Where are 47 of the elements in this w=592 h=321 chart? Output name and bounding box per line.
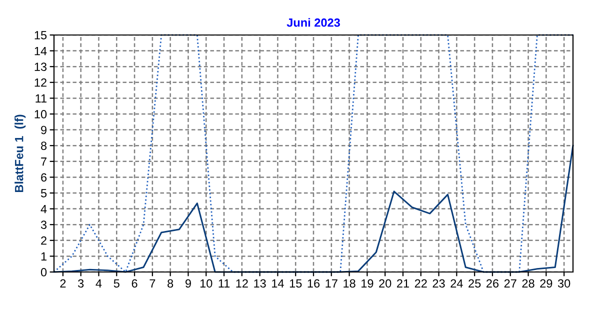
- y-tick-label: 3: [40, 220, 47, 229]
- y-tick-label: 15: [34, 31, 47, 40]
- y-tick-label: 2: [41, 236, 46, 245]
- x-tick-label: 14: [272, 279, 284, 288]
- x-tick-label: 24: [450, 279, 463, 288]
- y-tick-label: 11: [36, 94, 46, 102]
- x-tick-label: 5: [114, 279, 120, 288]
- y-tick-label: 14: [34, 46, 47, 56]
- x-tick-label: 8: [168, 279, 174, 288]
- y-tick-label: 9: [41, 126, 46, 134]
- y-tick-label: 7: [41, 158, 46, 166]
- x-tick-label: 19: [362, 279, 374, 288]
- x-tick-label: 6: [132, 279, 138, 288]
- x-tick-label: 25: [468, 279, 481, 288]
- x-tick-label: 20: [379, 279, 392, 288]
- x-tick-label: 3: [78, 279, 84, 288]
- x-tick-label: 10: [200, 279, 212, 288]
- x-tick-label: 17: [326, 279, 338, 288]
- chart-title: Juni 2023: [286, 18, 340, 27]
- x-tick-label: 22: [414, 279, 427, 288]
- y-tick-label: 8: [41, 142, 47, 150]
- y-tick-label: 1: [41, 252, 46, 260]
- y-tick-label: 10: [34, 110, 47, 118]
- y-tick-label: 12: [34, 78, 46, 87]
- y-tick-label: 5: [40, 189, 47, 198]
- x-tick-label: 16: [308, 279, 320, 288]
- x-tick-label: 26: [486, 279, 499, 288]
- x-tick-label: 18: [344, 279, 356, 288]
- x-tick-label: 2: [60, 279, 66, 288]
- y-tick-label: 13: [34, 62, 47, 71]
- x-tick-label: 29: [540, 279, 552, 288]
- x-tick-label: 11: [218, 279, 230, 288]
- x-tick-label: 7: [150, 279, 156, 288]
- x-tick-label: 28: [522, 279, 534, 288]
- y-axis-title: BlattFeu 1 (lf): [14, 114, 26, 192]
- x-tick-label: 12: [236, 279, 248, 288]
- x-tick-label: 9: [185, 279, 191, 288]
- x-tick-label: 30: [558, 279, 570, 288]
- y-tick-label: 0: [40, 268, 47, 276]
- x-tick-label: 13: [254, 279, 266, 288]
- x-tick-label: 27: [504, 279, 516, 288]
- y-tick-label: 4: [40, 204, 47, 214]
- y-tick-label: 6: [41, 173, 47, 182]
- x-tick-label: 4: [96, 279, 102, 288]
- x-tick-label: 15: [290, 279, 302, 288]
- x-tick-label: 21: [397, 279, 409, 288]
- x-tick-label: 23: [432, 279, 445, 288]
